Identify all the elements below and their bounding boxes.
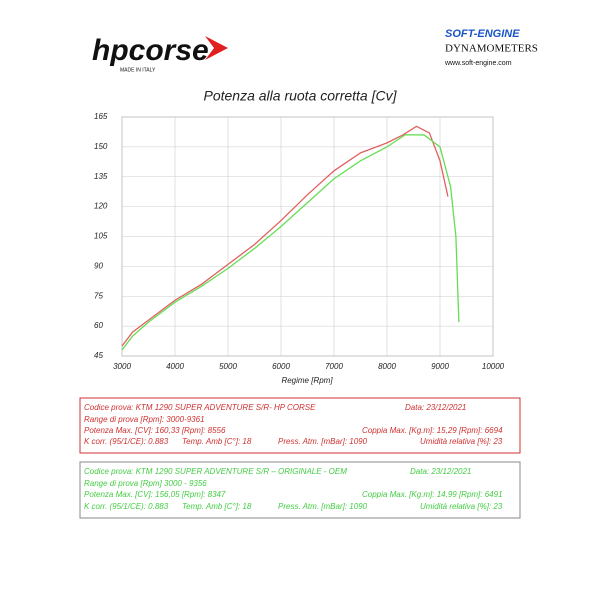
- y-tick-label: 75: [94, 291, 103, 300]
- power: Potenza Max. [CV]: 160,33 [Rpm]: 8556: [84, 426, 226, 435]
- y-tick-label: 150: [94, 142, 108, 151]
- power: Potenza Max. [CV]: 156,05 [Rpm]: 8347: [84, 490, 226, 499]
- test-box-2: [79, 461, 521, 519]
- x-tick-label: 10000: [482, 362, 505, 371]
- temp: Temp. Amb [C°]: 18: [182, 502, 252, 511]
- x-tick-label: 6000: [272, 362, 290, 371]
- code: Codice prova: KTM 1290 SUPER ADVENTURE S…: [84, 403, 316, 412]
- dyno-logo: SOFT-ENGINE: [445, 28, 520, 40]
- y-tick-label: 135: [94, 172, 108, 181]
- humidity: Umidità relativa [%]: 23: [420, 437, 503, 446]
- brand-tag: MADE IN ITALY: [120, 67, 156, 73]
- humidity: Umidità relativa [%]: 23: [420, 502, 503, 511]
- y-tick-label: 165: [94, 112, 108, 121]
- test-info-1: Codice prova: KTM 1290 SUPER ADVENTURE S…: [84, 403, 503, 446]
- range: Range di prova [Rpm] 3000 - 9356: [84, 479, 207, 488]
- y-tick-label: 45: [94, 351, 103, 360]
- temp: Temp. Amb [C°]: 18: [182, 437, 252, 446]
- dyno-sub: DYNAMOMETERS: [445, 43, 538, 55]
- y-tick-label: 105: [94, 232, 108, 241]
- power-curve: [121, 134, 460, 351]
- torque: Coppia Max. [Kg.m]: 14,99 [Rpm]: 6491: [362, 490, 503, 499]
- dyno-url: www.soft-engine.com: [444, 60, 512, 67]
- date: Data: 23/12/2021: [405, 403, 466, 412]
- chart-title: Potenza alla ruota corretta [Cv]: [204, 88, 398, 104]
- x-tick-label: 4000: [166, 362, 184, 371]
- x-tick-label: 7000: [325, 362, 343, 371]
- code: Codice prova: KTM 1290 SUPER ADVENTURE S…: [84, 467, 347, 476]
- test-info-2: Codice prova: KTM 1290 SUPER ADVENTURE S…: [84, 467, 503, 511]
- x-tick-label: 3000: [113, 362, 131, 371]
- press: Press. Atm. [mBar]: 1090: [278, 437, 368, 446]
- test-box-1: [79, 397, 521, 454]
- y-tick-label: 60: [94, 321, 103, 330]
- y-tick-label: 90: [94, 261, 103, 270]
- brand-chevron: [205, 36, 228, 60]
- x-tick-label: 9000: [431, 362, 449, 371]
- press: Press. Atm. [mBar]: 1090: [278, 502, 368, 511]
- x-tick-label: 8000: [378, 362, 396, 371]
- range: Range di prova [Rpm]: 3000-9361: [84, 415, 205, 424]
- date: Data: 23/12/2021: [410, 467, 471, 476]
- torque: Coppia Max. [Kg.m]: 15,29 [Rpm]: 6694: [362, 426, 503, 435]
- kcorr: K corr. (95/1/CE): 0.883: [84, 502, 169, 511]
- brand-logo: hpcorse: [92, 34, 209, 67]
- x-tick-label: 5000: [219, 362, 237, 371]
- x-axis-label: Regime [Rpm]: [281, 376, 333, 385]
- kcorr: K corr. (95/1/CE): 0.883: [84, 437, 169, 446]
- y-tick-label: 120: [94, 202, 108, 211]
- power-curve: [121, 125, 449, 347]
